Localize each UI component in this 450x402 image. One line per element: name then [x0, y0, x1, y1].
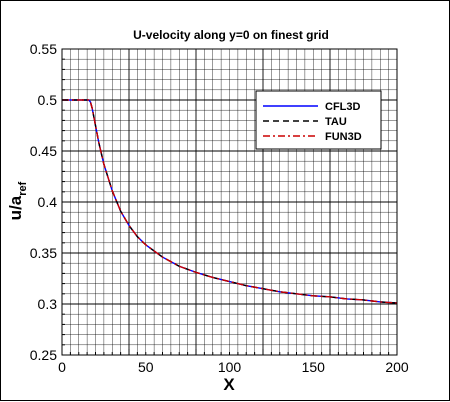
y-tick-label: 0.25 [30, 347, 57, 363]
legend-label-tau: TAU [325, 116, 347, 128]
y-tick-label: 0.5 [38, 92, 58, 108]
x-tick-label: 50 [138, 359, 154, 375]
y-axis-label-subscript: ref [17, 181, 29, 195]
legend-entries: CFL3D TAU FUN3D [263, 101, 362, 143]
y-axis-label: u/aref [6, 181, 29, 220]
y-tick-label: 0.55 [30, 41, 57, 57]
y-axis-label-main: u/a [6, 195, 25, 220]
x-tick-labels: 0 50 100 150 200 [58, 359, 409, 375]
x-axis-label: X [223, 375, 235, 394]
legend: CFL3D TAU FUN3D [255, 90, 382, 150]
legend-label-cfl3d: CFL3D [325, 101, 361, 113]
axis-ticks [61, 48, 398, 356]
y-tick-label: 0.35 [30, 245, 57, 261]
series-layer [62, 99, 398, 304]
x-tick-label: 200 [385, 359, 409, 375]
y-tick-label: 0.45 [30, 143, 57, 159]
grid-lines [62, 49, 397, 355]
chart-title: U-velocity along y=0 on finest grid [133, 28, 329, 42]
x-tick-label: 100 [218, 359, 242, 375]
x-tick-label: 0 [58, 359, 66, 375]
y-tick-label: 0.3 [38, 296, 58, 312]
legend-label-fun3d: FUN3D [325, 131, 362, 143]
legend-box [255, 90, 382, 150]
y-tick-labels: 0.25 0.3 0.35 0.4 0.45 0.5 0.55 [30, 41, 57, 363]
x-tick-label: 150 [302, 359, 326, 375]
y-tick-label: 0.4 [38, 194, 58, 210]
series-line-fun3d [62, 99, 398, 304]
